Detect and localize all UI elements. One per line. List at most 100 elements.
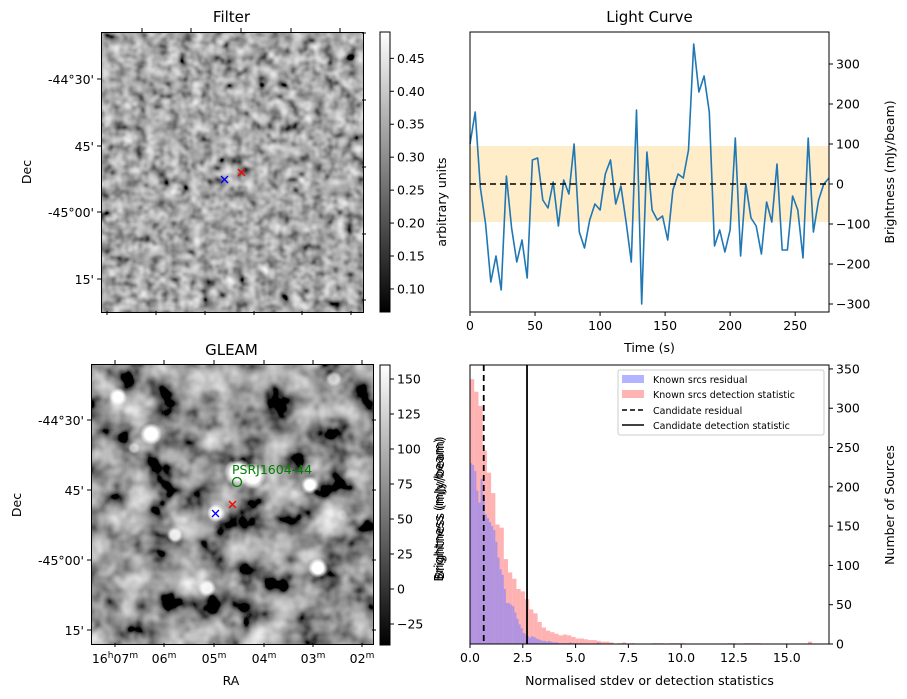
- histogram-bar: [550, 641, 553, 644]
- histogram-xtick-label: 2.5: [513, 650, 533, 665]
- histogram-xtick-label: 15.0: [773, 650, 801, 665]
- histogram-bar: [527, 636, 530, 644]
- filter-image-svg: [102, 33, 363, 312]
- histogram-bar: [480, 478, 483, 644]
- filter-ytick-label: 15': [75, 272, 94, 287]
- histogram-bar: [575, 638, 580, 644]
- histogram-bar: [579, 638, 585, 644]
- histogram-bar: [535, 638, 538, 644]
- histogram-bar: [554, 642, 557, 644]
- light-curve-ylabel: Brightness (mJy/beam): [882, 100, 897, 243]
- histogram-bar: [531, 636, 534, 644]
- light-curve-ytick-label: 0: [836, 177, 844, 192]
- pulsar-circle-marker: [231, 476, 243, 488]
- histogram-left-ylabel-svg: Brightness (mJy/beam): [431, 438, 446, 581]
- histogram-ytick-label: 250: [836, 440, 860, 455]
- gleam-ytick-label: 15': [65, 623, 84, 638]
- histogram-bar: [552, 642, 555, 644]
- filter-blue-cross-marker: [220, 175, 229, 184]
- colorbar-tick-label: 125: [397, 407, 421, 422]
- histogram-xtick-label: 5.0: [566, 650, 586, 665]
- light-curve-xtick-label: 250: [783, 318, 807, 333]
- histogram-bar: [546, 630, 551, 644]
- histogram-bar: [472, 464, 475, 644]
- filter-ytick-label: 45': [75, 139, 94, 154]
- histogram-bar: [556, 642, 559, 644]
- histogram-xtick-label: 10.0: [667, 650, 695, 665]
- legend-label: Known srcs residual: [653, 375, 747, 386]
- histogram-bar: [503, 559, 509, 644]
- histogram-bar: [516, 618, 519, 644]
- histogram-bar: [508, 603, 511, 644]
- histogram-bar: [592, 640, 597, 644]
- histogram-bar: [474, 471, 477, 644]
- colorbar-tick-label: −25: [397, 617, 423, 632]
- gleam-ytick-label: -45°00': [38, 553, 84, 568]
- colorbar-tick-label: 0.25: [397, 183, 425, 198]
- histogram-ytick-label: 0: [836, 637, 844, 652]
- light-curve-xtick-label: 100: [588, 318, 612, 333]
- light-curve-ytick-label: −300: [836, 297, 870, 312]
- histogram-bar: [524, 634, 528, 644]
- histogram-frame: [469, 364, 830, 645]
- gleam-red-cross-marker: [228, 500, 237, 509]
- histogram-bar: [567, 635, 572, 644]
- gleam-title: GLEAM: [205, 341, 258, 359]
- histogram-bar: [476, 490, 479, 644]
- histogram-bar: [546, 641, 549, 644]
- histogram-bar: [807, 641, 813, 644]
- histogram-xtick-label: 7.5: [618, 650, 638, 665]
- histogram-bar: [562, 634, 568, 644]
- histogram-bar: [522, 632, 525, 644]
- colorbar-tick-label: 0.45: [397, 51, 425, 66]
- light-curve-xtick-label: 0: [466, 318, 474, 333]
- gleam-xtick-label: 16h07m: [92, 651, 138, 666]
- light-curve-xtick-label: 50: [527, 318, 543, 333]
- gleam-colorbar-gradient: [379, 364, 391, 646]
- histogram-bar: [533, 613, 538, 644]
- histogram-bar: [489, 522, 492, 644]
- histogram-bar: [518, 624, 521, 644]
- histogram-bar: [503, 588, 506, 644]
- filter-colorbar-gradient: [379, 31, 391, 313]
- colorbar-tick-label: 75: [397, 477, 413, 492]
- light-curve-xlabel: Time (s): [623, 340, 675, 355]
- histogram-bar: [550, 632, 555, 644]
- histogram-xlabel: Normalised stdev or detection statistics: [525, 673, 774, 688]
- gleam-ylabel: Dec: [9, 493, 24, 517]
- gleam-ytick-label: 45': [65, 483, 84, 498]
- histogram-ytick-label: 50: [836, 597, 852, 612]
- histogram-left-ylabel: Brightness (mJy/beam): [431, 438, 446, 581]
- colorbar-tick-label: 0.10: [397, 281, 425, 296]
- histogram-bar: [537, 621, 542, 644]
- gleam-source: [167, 527, 183, 543]
- histogram-bar: [622, 642, 627, 644]
- filter-noise-field: [102, 33, 363, 312]
- histogram-bar: [584, 639, 589, 644]
- histogram-bar: [497, 557, 500, 644]
- histogram-legend: Known srcs residual Known srcs detection…: [617, 369, 825, 436]
- histogram-bar: [501, 574, 504, 644]
- colorbar-tick-label: 0.35: [397, 117, 425, 132]
- histogram-bar: [539, 640, 542, 644]
- gleam-colorbar-label-svg: Brightness (mJy/beam): [432, 436, 447, 579]
- histogram-bar: [510, 604, 513, 644]
- gleam-source: [128, 442, 140, 454]
- colorbar-tick-label: 0.15: [397, 249, 425, 264]
- histogram-xtick-label: 12.5: [720, 650, 748, 665]
- histogram-bar: [543, 640, 547, 644]
- histogram-ytick-label: 300: [836, 401, 860, 416]
- light-curve-frame: [469, 31, 830, 313]
- histogram-bar: [470, 463, 473, 644]
- colorbar-tick-label: 0: [397, 582, 405, 597]
- histogram-ytick-label: 150: [836, 519, 860, 534]
- filter-red-cross-marker: [237, 168, 246, 177]
- gleam-source: [198, 579, 216, 597]
- histogram-bar: [529, 609, 534, 644]
- gleam-xlabel: RA: [223, 673, 240, 688]
- gleam-colorbar-label: Brightness (mJy/beam): [432, 436, 447, 579]
- histogram-bar: [478, 502, 481, 644]
- gleam-source: [140, 423, 162, 445]
- filter-colorbar: 0.10 0.15 0.20 0.25 0.30 0.35 0.40 0.45 arbitra…: [379, 31, 449, 313]
